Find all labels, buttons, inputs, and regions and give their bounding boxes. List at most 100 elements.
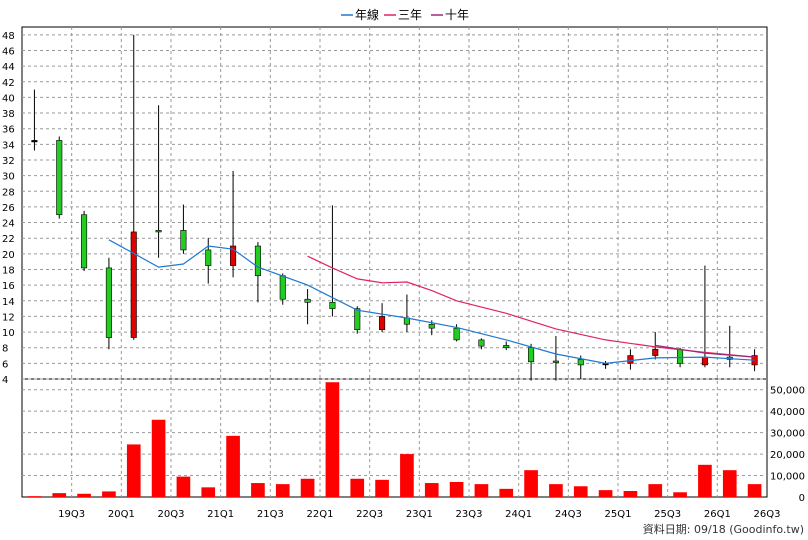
- volume-bar: [474, 484, 489, 497]
- legend-label-1: 三年: [398, 8, 422, 22]
- candle-body: [379, 316, 386, 331]
- price-axis: 4681012141618202224262830323436384042444…: [2, 31, 15, 386]
- price-tick-label: 16: [2, 281, 15, 292]
- price-tick-label: 18: [2, 265, 15, 276]
- moving-average-lines: [108, 239, 755, 365]
- volume-bar: [375, 479, 389, 497]
- candle-body: [478, 339, 485, 347]
- grid: [22, 27, 767, 497]
- x-tick-label: 23Q1: [406, 509, 433, 520]
- candle-body: [31, 140, 38, 143]
- price-tick-label: 12: [2, 312, 15, 323]
- candle-body: [354, 308, 361, 331]
- candle-body: [428, 323, 435, 329]
- x-tick-label: 23Q3: [456, 509, 483, 520]
- volume-bar: [524, 470, 538, 497]
- price-tick-label: 22: [2, 234, 15, 245]
- volume-bar: [722, 470, 737, 497]
- candle-body: [279, 275, 286, 300]
- volume-bar: [623, 490, 638, 497]
- price-tick-label: 44: [2, 62, 15, 73]
- price-tick-label: 24: [2, 219, 15, 230]
- ma-line: [655, 344, 755, 358]
- volume-bar: [102, 491, 116, 497]
- volume-bar: [400, 454, 414, 497]
- price-tick-label: 30: [2, 172, 15, 183]
- x-tick-label: 24Q1: [505, 509, 532, 520]
- price-tick-label: 48: [2, 31, 15, 42]
- candle-body: [627, 355, 634, 364]
- x-tick-label: 22Q3: [356, 509, 383, 520]
- volume-bar: [673, 492, 687, 497]
- price-tick-label: 40: [2, 93, 15, 104]
- candle-body: [503, 345, 510, 349]
- candle-body: [56, 140, 63, 216]
- legend-label-2: 十年: [445, 8, 469, 22]
- candle-body: [205, 249, 212, 266]
- volume-bars: [27, 382, 762, 497]
- x-tick-label: 20Q1: [108, 509, 135, 520]
- price-tick-label: 4: [2, 375, 8, 386]
- volume-bar: [77, 493, 91, 497]
- volume-tick-label: 50,000: [770, 386, 805, 397]
- x-tick-label: 21Q3: [257, 509, 284, 520]
- volume-bar: [201, 487, 216, 497]
- candlesticks: [31, 34, 758, 381]
- volume-bar: [350, 478, 365, 497]
- x-tick-label: 24Q3: [555, 509, 582, 520]
- price-tick-label: 6: [2, 359, 8, 370]
- volume-axis: 0 10,000 20,000 30,000 40,000 50,000: [770, 386, 805, 504]
- x-tick-label: 26Q3: [754, 509, 781, 520]
- volume-bar: [27, 496, 42, 497]
- volume-bar: [126, 444, 141, 497]
- price-panel: [21, 26, 768, 380]
- volume-tick-label: 20,000: [770, 450, 805, 461]
- price-tick-label: 8: [2, 344, 8, 355]
- x-tick-label: 26Q1: [704, 509, 731, 520]
- x-tick-label: 19Q3: [58, 509, 85, 520]
- candle-body: [180, 230, 187, 251]
- legend: 年線 三年 十年: [341, 7, 469, 22]
- price-tick-label: 38: [2, 109, 15, 120]
- volume-bar: [648, 484, 663, 497]
- price-tick-label: 32: [2, 156, 15, 167]
- volume-bar: [698, 464, 712, 497]
- candle-body: [81, 214, 88, 269]
- volume-bar: [52, 493, 67, 497]
- volume-tick-label: 0: [799, 493, 805, 504]
- price-tick-label: 42: [2, 78, 15, 89]
- candle-body: [230, 245, 237, 266]
- volume-bar: [424, 483, 439, 497]
- volume-tick-label: 10,000: [770, 472, 805, 483]
- data-date-credit: 資料日期: 09/18 (Goodinfo.tw): [643, 522, 804, 536]
- candle-body: [701, 356, 708, 366]
- volume-bar: [549, 484, 563, 497]
- candle-body: [652, 348, 659, 356]
- candle-body: [329, 302, 336, 309]
- volume-bar: [598, 490, 613, 497]
- candle-body: [528, 347, 535, 363]
- price-tick-label: 14: [2, 297, 15, 308]
- price-tick-label: 26: [2, 203, 15, 214]
- candle-body: [552, 360, 559, 363]
- price-tick-label: 28: [2, 187, 15, 198]
- candle-body: [677, 348, 684, 364]
- volume-bar: [449, 481, 464, 497]
- candle-body: [105, 267, 112, 338]
- price-tick-label: 46: [2, 46, 15, 57]
- x-axis: 19Q3 20Q1 20Q3 21Q1 21Q3 22Q1 22Q3 23Q1 23Q3 24Q1…: [58, 509, 780, 520]
- x-tick-label: 25Q1: [605, 509, 632, 520]
- price-tick-label: 20: [2, 250, 15, 261]
- volume-tick-label: 40,000: [770, 407, 805, 418]
- ma-line: [108, 239, 755, 365]
- price-tick-label: 10: [2, 328, 15, 339]
- ma-line: [307, 255, 755, 358]
- candle-body: [453, 327, 460, 341]
- x-tick-label: 21Q1: [207, 509, 234, 520]
- volume-tick-label: 30,000: [770, 429, 805, 440]
- volume-bar: [251, 483, 265, 497]
- volume-bar: [226, 435, 240, 497]
- x-tick-label: 20Q3: [158, 509, 185, 520]
- volume-bar: [747, 484, 762, 497]
